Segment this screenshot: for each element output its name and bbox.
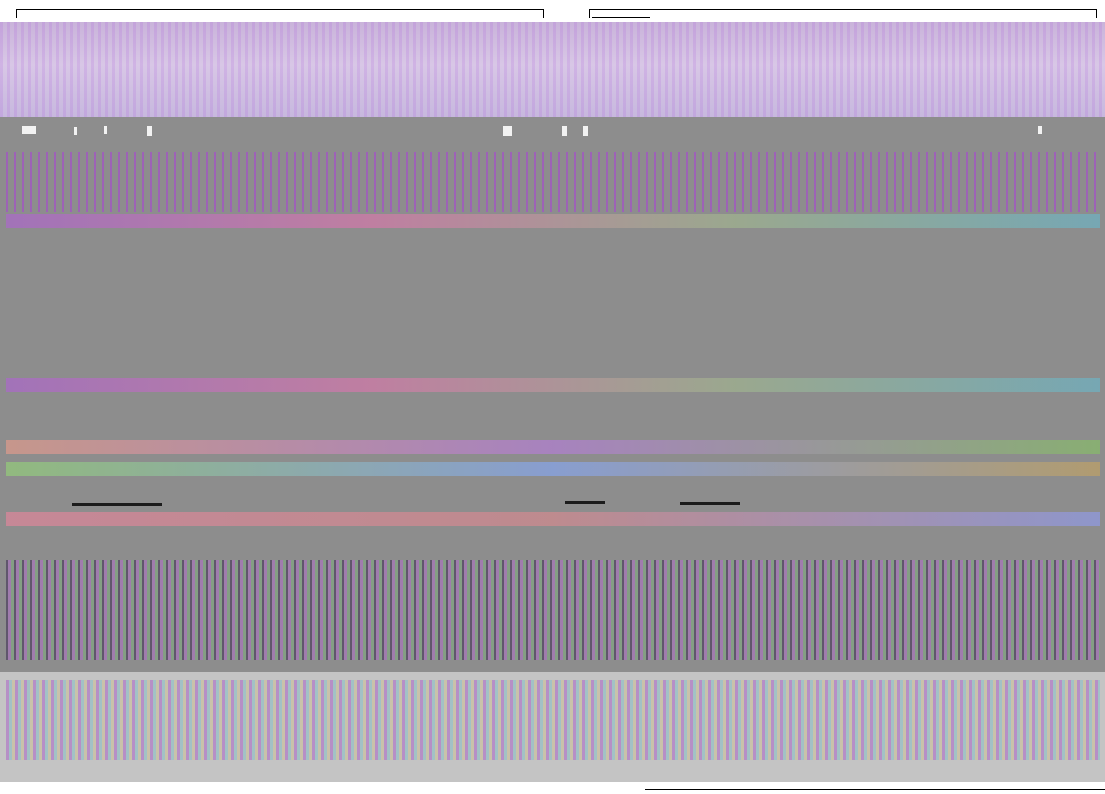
white-fragment (583, 126, 588, 136)
white-fragment (22, 126, 36, 134)
noise-row (6, 378, 1100, 392)
bottom-rule (645, 789, 1105, 790)
white-fragment (147, 126, 152, 136)
white-fragment (74, 127, 77, 135)
white-fragment (1038, 126, 1042, 134)
garbled-header-band (0, 22, 1105, 117)
dark-dash (565, 501, 605, 504)
noise-row (6, 462, 1100, 476)
right-bracket-line (589, 9, 1097, 18)
top-right-rule (592, 17, 650, 18)
dense-noise-block (6, 680, 1100, 760)
dense-noise-block (6, 560, 1100, 660)
white-fragment (104, 126, 107, 134)
left-bracket-line (16, 9, 544, 18)
vertical-stripe-pattern (6, 152, 1100, 212)
noise-row (6, 512, 1100, 526)
white-fragment (503, 126, 512, 136)
noise-row (6, 214, 1100, 228)
noise-row (6, 440, 1100, 454)
white-fragment (562, 126, 567, 136)
dark-dash (680, 502, 740, 505)
dark-dash (72, 503, 162, 506)
